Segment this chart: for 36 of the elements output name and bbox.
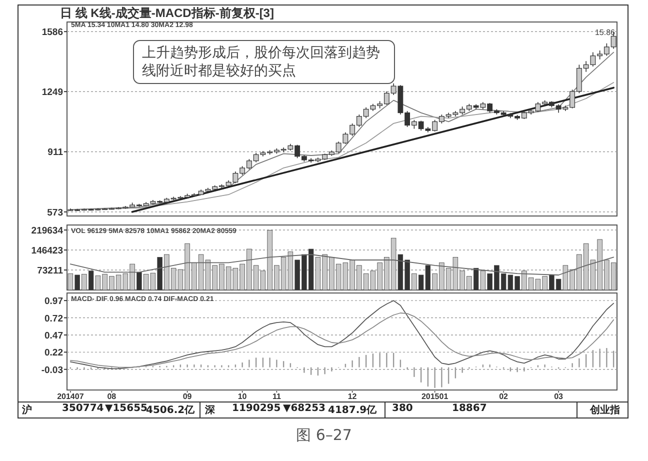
x-tick-label: 11 xyxy=(272,392,282,401)
y-tick-label: 219634 xyxy=(31,226,64,237)
y-tick-label: 73211 xyxy=(37,266,64,277)
x-tick-label: 08 xyxy=(107,392,117,401)
text: 380 xyxy=(392,403,413,414)
y-tick-label: -0.03 xyxy=(41,364,63,376)
text: ▼15655 xyxy=(105,403,148,414)
y-tick-label: 0.22 xyxy=(44,348,63,359)
text: 1190295 xyxy=(232,403,281,414)
x-tick-label: 10 xyxy=(238,392,248,401)
y-tick-label: 911 xyxy=(48,147,64,158)
text: 创业指 xyxy=(590,404,620,417)
y-tick-label: 573 xyxy=(47,207,63,218)
y-tick-label: 0.97 xyxy=(44,296,63,308)
y-tick-label: 146423 xyxy=(31,246,63,257)
text: ▼68253 xyxy=(283,403,326,414)
text: 沪 xyxy=(22,403,32,417)
text: 4187.9亿 xyxy=(328,404,377,417)
text: 18867 xyxy=(452,403,487,414)
x-tick-label: 02 xyxy=(499,392,509,401)
chart-title: 日 线 K线-成交量-MACD指标-前复权-[3] xyxy=(60,6,274,20)
x-tick-label: 09 xyxy=(182,392,192,401)
x-tick-label: 03 xyxy=(554,392,564,401)
x-tick-label: 201501 xyxy=(421,392,449,401)
text: 深 xyxy=(205,404,215,417)
annotation: 15.86 xyxy=(594,28,616,37)
y-tick-label: 1249 xyxy=(42,87,63,98)
y-tick-label: 0.72 xyxy=(44,313,63,324)
text: 350774 xyxy=(62,403,104,414)
x-tick-label: 201407 xyxy=(57,392,84,401)
text: 4506.2亿 xyxy=(146,404,195,417)
caption: 图 6–27 xyxy=(295,426,353,445)
y-tick-label: 0.47 xyxy=(44,330,63,342)
annotation: 上升趋势形成后，股价每次回落到趋势线附近时都是较好的买点 xyxy=(133,40,395,84)
x-tick-label: 12 xyxy=(348,392,358,401)
y-tick-label: 1586 xyxy=(42,27,63,38)
